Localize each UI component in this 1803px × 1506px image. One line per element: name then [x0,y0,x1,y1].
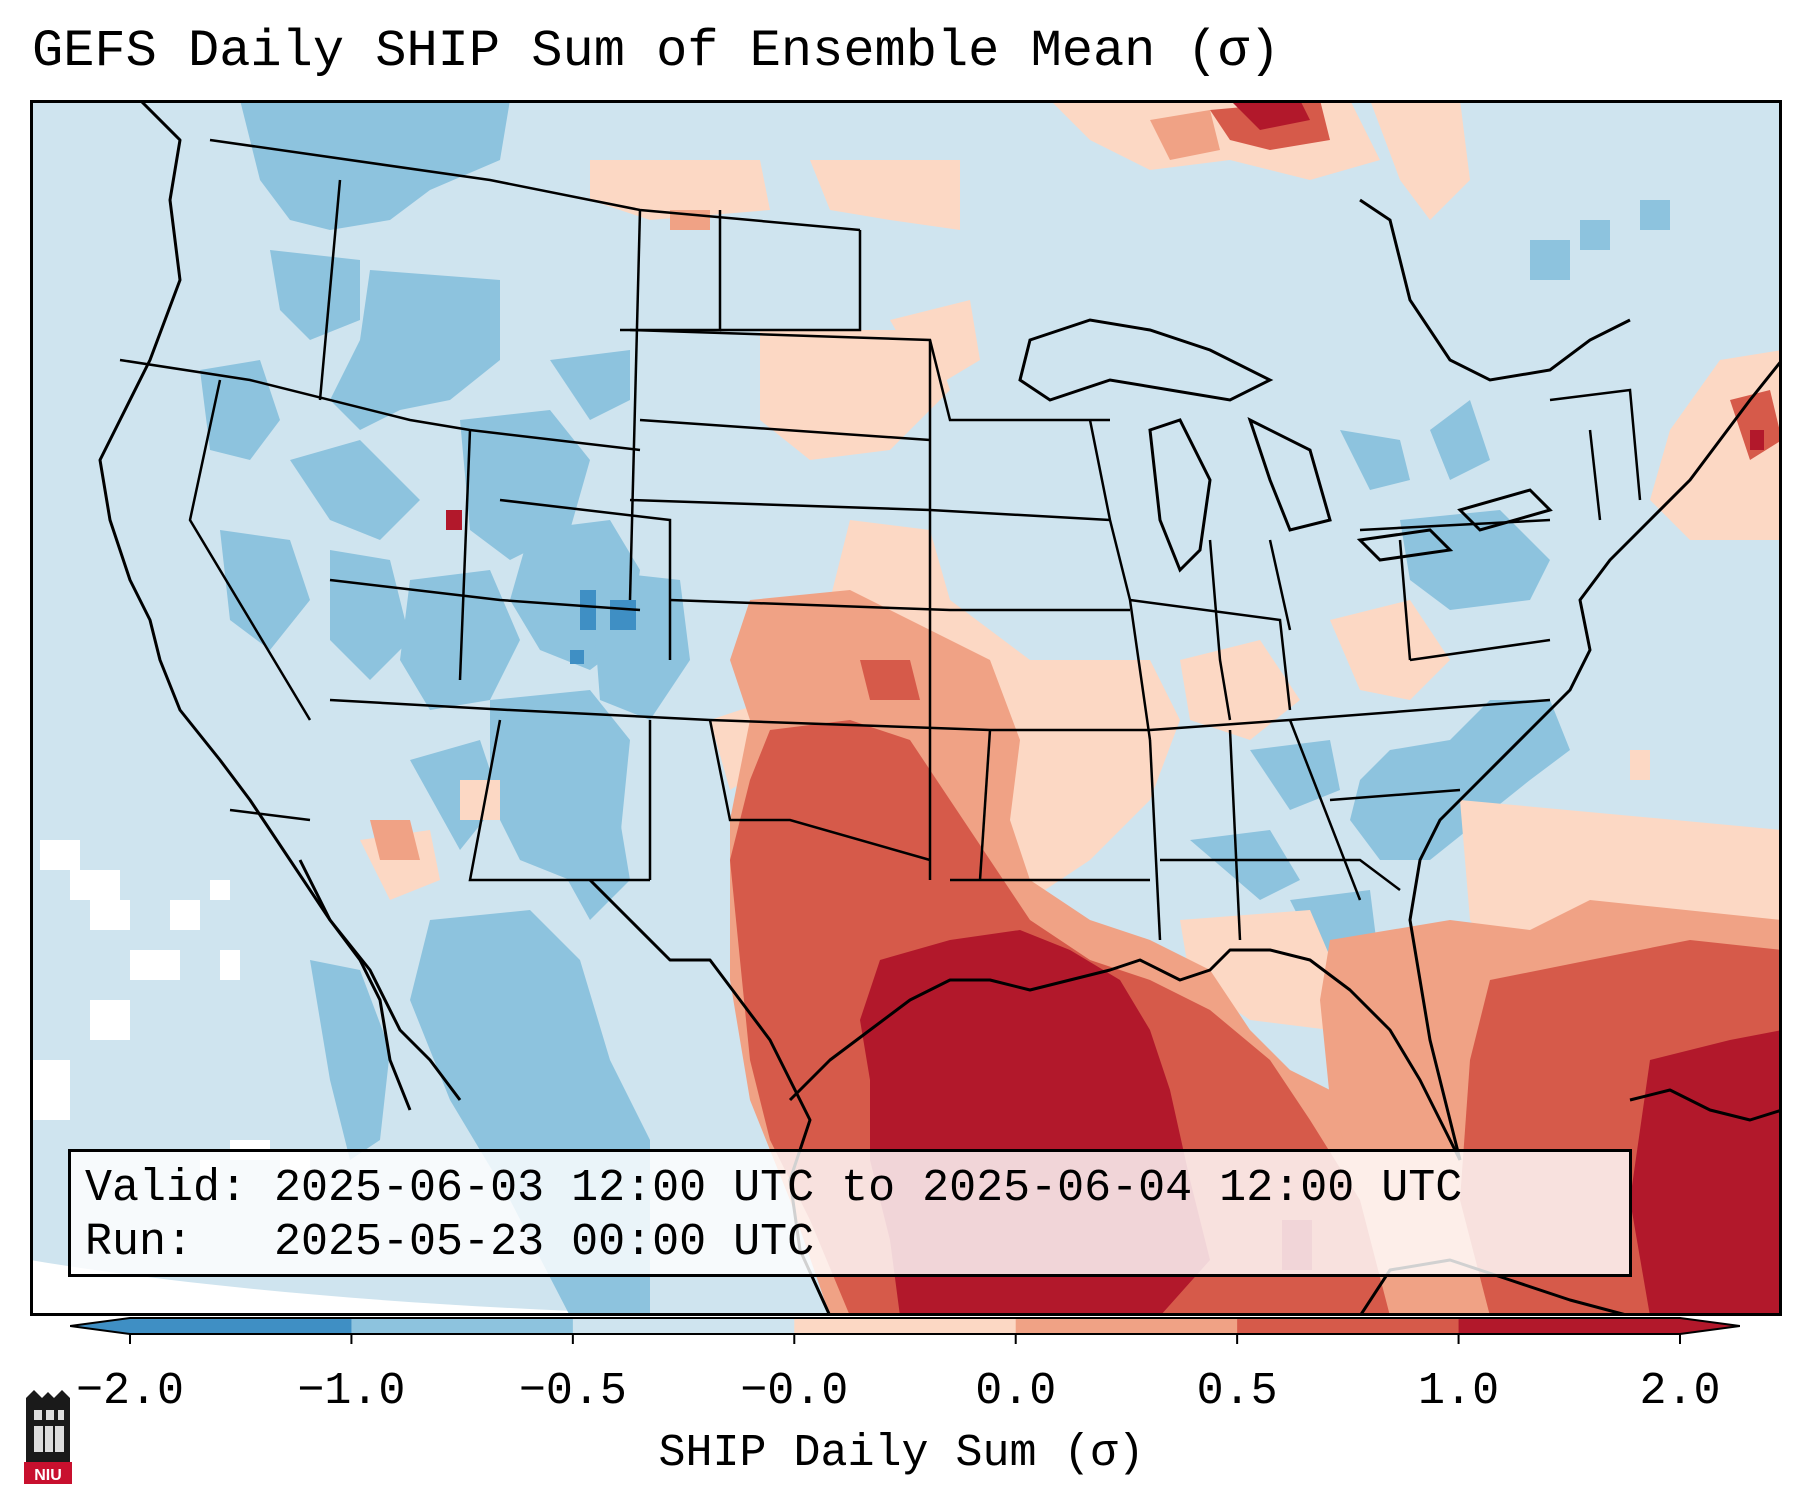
ship-anomaly-map [30,100,1782,1316]
state-borders [119,138,1642,941]
colorbar-tick-label: −0.0 [740,1366,849,1417]
map-title: GEFS Daily SHIP Sum of Ensemble Mean (σ) [32,22,1281,81]
colorbar-label: SHIP Daily Sum (σ) [658,1428,1145,1479]
niu-logo-text: NIU [34,1467,62,1484]
colorbar [69,1316,1741,1364]
pacific-neutral-patches [30,840,310,1180]
valid-run-info-box: Valid: 2025-06-03 12:00 UTC to 2025-06-0… [68,1149,1632,1277]
colorbar-segment [1458,1318,1681,1334]
colorbar-segment [572,1318,795,1334]
valid-time-line: Valid: 2025-06-03 12:00 UTC to 2025-06-0… [85,1163,1463,1214]
colorbar-tick-label: 0.0 [975,1366,1057,1417]
colorbar-tick-label: −0.5 [518,1366,627,1417]
colorbar-segment [1237,1318,1460,1334]
colorbar-segment [794,1318,1017,1334]
map-frame [30,100,1782,1316]
niu-logo: NIU [22,1390,74,1485]
colorbar-tick-label: −2.0 [75,1366,185,1417]
colorbar-segment [351,1318,574,1334]
colorbar-extend-low [70,1318,130,1334]
colorbar-tick-label: 0.5 [1196,1366,1278,1417]
colorbar-extend-high [1680,1318,1740,1334]
run-time-line: Run: 2025-05-23 00:00 UTC [85,1217,815,1268]
colorbar-segment [130,1318,352,1334]
outside-projection [30,1260,730,1316]
colorbar-tick-label: −1.0 [297,1366,406,1417]
colorbar-segment [1015,1318,1238,1334]
colorbar-ticks: −2.0 −1.0 −0.5 −0.0 0.0 0.5 1.0 2.0 [0,1366,1803,1426]
great-lakes [1018,198,1631,573]
colorbar-tick-label: 1.0 [1418,1366,1500,1417]
colorbar-tick-label: 2.0 [1639,1366,1721,1417]
